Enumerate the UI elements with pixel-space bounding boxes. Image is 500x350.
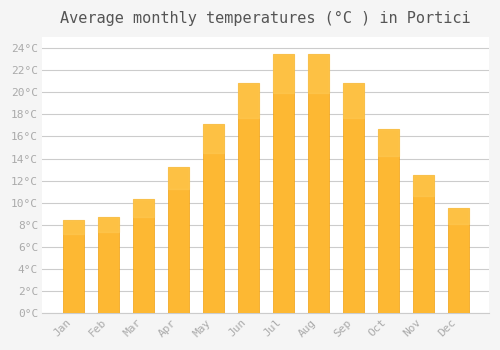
- Bar: [168, 167, 188, 313]
- Bar: [98, 217, 118, 313]
- Bar: [132, 199, 154, 217]
- Bar: [62, 220, 84, 313]
- Title: Average monthly temperatures (°C ) in Portici: Average monthly temperatures (°C ) in Po…: [60, 11, 471, 26]
- Bar: [98, 217, 118, 232]
- Bar: [272, 54, 293, 313]
- Bar: [308, 54, 328, 92]
- Bar: [412, 175, 434, 196]
- Bar: [168, 167, 188, 189]
- Bar: [378, 129, 398, 313]
- Bar: [308, 54, 328, 313]
- Bar: [202, 124, 224, 153]
- Bar: [238, 83, 258, 118]
- Bar: [412, 175, 434, 313]
- Bar: [62, 220, 84, 234]
- Bar: [272, 54, 293, 92]
- Bar: [378, 129, 398, 156]
- Bar: [342, 83, 363, 118]
- Bar: [202, 124, 224, 313]
- Bar: [132, 199, 154, 313]
- Bar: [448, 208, 468, 224]
- Bar: [238, 83, 258, 313]
- Bar: [448, 208, 468, 313]
- Bar: [342, 83, 363, 313]
